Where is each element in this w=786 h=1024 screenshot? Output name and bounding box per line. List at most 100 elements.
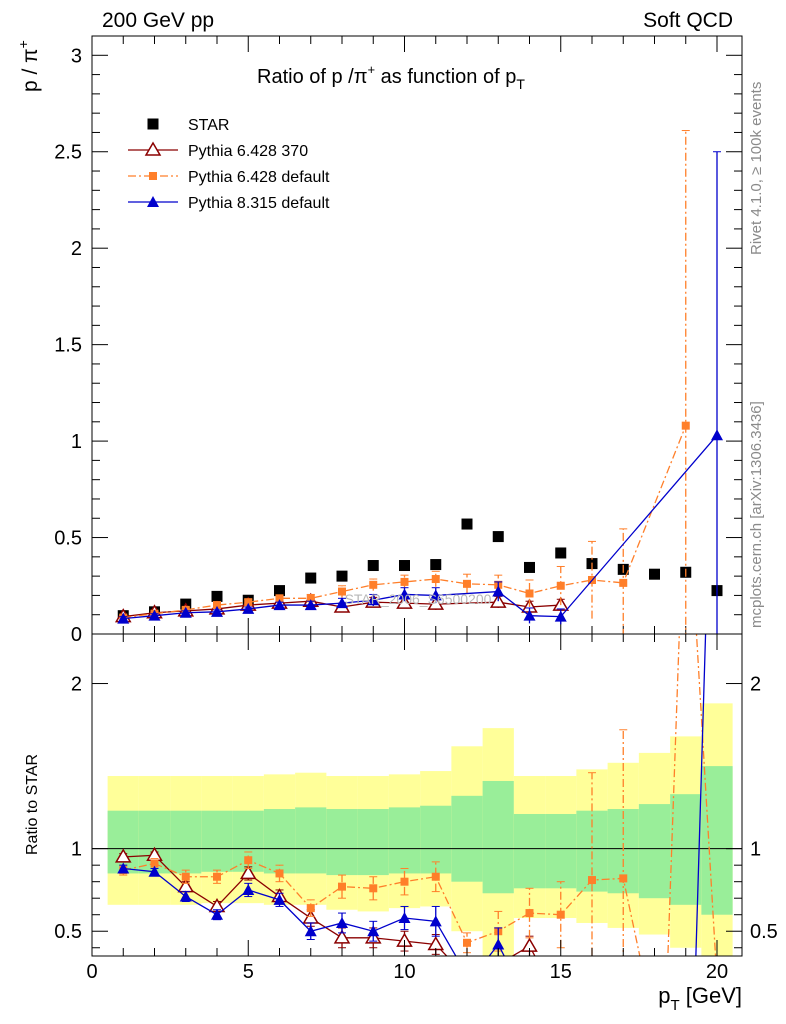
ratio-point (117, 862, 130, 874)
ratio-series-py8 (117, 634, 707, 956)
data-point (463, 579, 471, 588)
ratio-point (239, 864, 257, 880)
ratio-point (400, 877, 409, 886)
ratio-point (492, 938, 505, 950)
ratio-point (431, 872, 440, 881)
ratio-line (123, 634, 717, 956)
data-point (367, 594, 380, 606)
uncertainty-band-inner (482, 780, 514, 894)
data-point (399, 560, 410, 572)
x-tick-label: 5 (243, 961, 254, 983)
data-point (211, 605, 223, 617)
data-point (213, 601, 221, 610)
ratio-y-tick-label-right: 2 (750, 674, 761, 696)
data-point (304, 599, 317, 611)
rivet-version-label: Rivet 4.1.0, ≥ 100k events (748, 82, 765, 255)
ratio-point (429, 915, 442, 927)
ratio-point (242, 883, 255, 895)
ratio-point (367, 925, 380, 937)
data-point (117, 612, 130, 624)
x-tick-label: 10 (393, 961, 415, 983)
main-plot-panel: 0 0.5 1 1.5 2 2.5 3 STAR_2006_S6500200 (54, 35, 743, 646)
data-point (554, 610, 567, 622)
uncertainty-band-inner (670, 794, 702, 905)
ratio-y-tick-label: 0.5 (54, 921, 82, 943)
ratio-point (179, 890, 192, 902)
data-point (273, 599, 286, 611)
data-point (431, 575, 440, 584)
energy-label: 200 GeV pp (102, 9, 214, 32)
y-tick-label: 0 (71, 624, 82, 646)
ratio-point (619, 874, 628, 883)
data-point (555, 547, 567, 559)
uncertainty-band-inner (170, 810, 202, 874)
ratio-point (304, 925, 317, 937)
data-point (556, 581, 565, 590)
ratio-y-tick-label: 1 (71, 839, 82, 861)
uncertainty-band-inner (201, 810, 233, 872)
y-tick-label: 1 (71, 431, 82, 453)
uncertainty-band-inner (263, 809, 296, 874)
y-tick-label: 2.5 (54, 142, 82, 164)
ratio-line (123, 634, 707, 956)
data-point (711, 429, 723, 441)
data-point (525, 589, 534, 598)
ratio-point (333, 929, 351, 944)
legend-marker (144, 141, 162, 156)
data-point (461, 518, 473, 530)
data-point (336, 597, 348, 609)
x-tick-label: 20 (706, 961, 728, 983)
ratio-point (556, 910, 565, 919)
data-point (242, 602, 255, 614)
process-label: Soft QCD (643, 9, 733, 32)
legend-label: Pythia 8.315 default (188, 195, 330, 212)
data-point (275, 594, 284, 603)
data-point (430, 559, 442, 571)
data-point (429, 589, 442, 601)
x-axis-label: pT [GeV] (658, 983, 742, 1014)
data-point (492, 585, 505, 597)
data-point (398, 588, 411, 600)
y-tick-label: 3 (71, 45, 82, 67)
data-point (619, 578, 628, 587)
data-point (179, 606, 192, 618)
data-point (369, 580, 378, 589)
ratio-point (148, 865, 161, 877)
y-tick-label: 0.5 (54, 528, 82, 550)
data-point (336, 570, 348, 582)
legend-marker (147, 118, 159, 130)
uncertainty-band-inner (638, 804, 671, 899)
ratio-point (211, 908, 223, 920)
y-axis-label: p / π+ (15, 40, 42, 92)
legend-label: STAR (188, 117, 229, 134)
data-point (524, 561, 535, 573)
ratio-point (398, 912, 411, 924)
series-py8 (117, 151, 723, 634)
analysis-watermark: STAR_2006_S6500200 (345, 591, 492, 607)
ratio-y-tick-label-right: 0.5 (750, 921, 778, 943)
data-point (306, 594, 315, 603)
legend-marker (147, 196, 159, 207)
series-line (123, 425, 687, 619)
data-point (305, 572, 317, 584)
ratio-point (273, 893, 286, 905)
data-point (396, 594, 413, 609)
data-point (367, 560, 379, 572)
data-point (400, 577, 409, 586)
ratio-point (150, 859, 159, 868)
data-point (274, 585, 285, 597)
data-point (649, 568, 660, 580)
y-tick-label: 2 (71, 238, 82, 260)
ratio-y-tick-label-right: 1 (750, 839, 761, 861)
ratio-point (525, 909, 534, 918)
ratio-point (213, 872, 221, 881)
x-tick-label: 0 (86, 961, 97, 983)
uncertainty-band-inner (326, 809, 358, 876)
legend: STAR Pythia 6.428 370 Pythia 6.428 default… (128, 117, 330, 212)
ratio-point (244, 856, 253, 865)
data-point (338, 587, 346, 596)
data-point (148, 609, 161, 621)
ratio-y-tick-label: 2 (71, 674, 82, 696)
ratio-series-py6_default (119, 634, 717, 956)
